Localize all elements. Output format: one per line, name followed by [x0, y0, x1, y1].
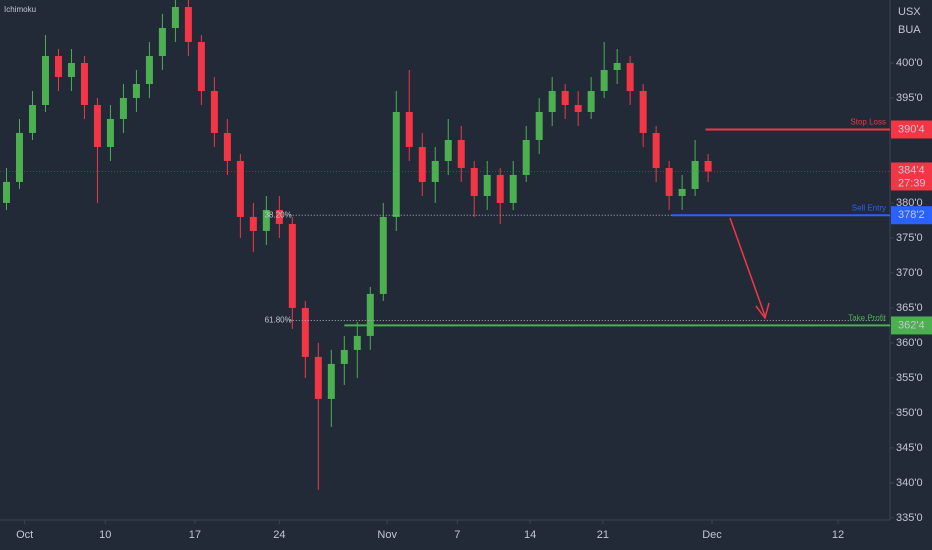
fib-label: 38.20%	[265, 210, 292, 219]
candle-body	[613, 62, 621, 70]
candle-body	[392, 111, 400, 217]
level-price-label: 378'2	[898, 209, 925, 221]
candle-body	[301, 307, 309, 357]
candle-body	[236, 160, 244, 217]
candle-body	[704, 160, 712, 172]
candle-body	[496, 174, 504, 203]
candle-body	[574, 104, 582, 112]
level-price-label: 390'4	[898, 123, 925, 135]
candle-body	[639, 90, 647, 133]
candle-body	[600, 69, 608, 91]
level-name: Stop Loss	[850, 118, 886, 127]
currency-label: USX	[898, 6, 921, 18]
candle-body	[223, 132, 231, 161]
y-tick-label: 340'0	[896, 477, 923, 489]
candle-body	[665, 167, 673, 196]
candle-body	[197, 41, 205, 91]
candle-body	[509, 174, 517, 203]
y-tick-label: 370'0	[896, 267, 923, 279]
candle-body	[275, 209, 283, 224]
y-tick-label: 350'0	[896, 407, 923, 419]
candle-body	[106, 118, 114, 147]
x-tick-label: 10	[99, 529, 111, 541]
candle-body	[184, 6, 192, 42]
candle-body	[561, 90, 569, 105]
y-tick-label: 355'0	[896, 372, 923, 384]
candle-body	[483, 174, 491, 196]
candle-body	[418, 146, 426, 182]
candle-body	[2, 181, 10, 203]
candle-body	[41, 55, 49, 105]
candle-body	[522, 139, 530, 175]
level-price-label: 362'4	[898, 319, 925, 331]
y-tick-label: 375'0	[896, 232, 923, 244]
x-tick-label: Nov	[377, 529, 397, 541]
y-tick-label: 345'0	[896, 442, 923, 454]
y-tick-label: 400'0	[896, 57, 923, 69]
x-tick-label: 7	[454, 529, 460, 541]
candle-body	[548, 90, 556, 112]
y-tick-label: 360'0	[896, 337, 923, 349]
candle-body	[262, 209, 270, 231]
y-tick-label: 365'0	[896, 302, 923, 314]
candle-body	[54, 55, 62, 77]
candle-body	[470, 167, 478, 196]
currency-label: BUA	[898, 24, 921, 36]
level-name: Take Profit	[848, 314, 887, 323]
candle-body	[353, 335, 361, 350]
y-tick-label: 380'0	[896, 197, 923, 209]
candle-body	[678, 188, 686, 196]
candle-body	[145, 55, 153, 84]
x-tick-label: 24	[273, 529, 285, 541]
candle-body	[210, 90, 218, 133]
candle-body	[444, 139, 452, 161]
candle-body	[171, 6, 179, 28]
candle-body	[80, 62, 88, 105]
candle-body	[67, 62, 75, 77]
candle-body	[457, 139, 465, 168]
candle-body	[288, 223, 296, 308]
candle-body	[15, 132, 23, 182]
candle-body	[132, 83, 140, 98]
indicator-label: Ichimoku	[4, 5, 36, 14]
x-tick-label: Oct	[16, 529, 33, 541]
candle-body	[366, 293, 374, 336]
level-price-box	[891, 206, 932, 225]
x-tick-label: 17	[189, 529, 201, 541]
candle-body	[340, 349, 348, 364]
candle-body	[314, 356, 322, 399]
countdown-label: 27:39	[898, 177, 926, 189]
x-tick-label: 12	[832, 529, 844, 541]
candle-body	[158, 27, 166, 56]
candle-body	[28, 104, 36, 133]
level-price-box	[891, 120, 932, 139]
y-tick-label: 395'0	[896, 92, 923, 104]
candle-body	[327, 363, 335, 399]
x-tick-label: 21	[597, 529, 609, 541]
candle-body	[691, 160, 699, 189]
candle-body	[249, 216, 257, 231]
fib-label: 61.80%	[265, 316, 292, 325]
candle-body	[93, 104, 101, 147]
arrow	[729, 217, 770, 320]
last-price-box	[891, 162, 932, 191]
candle-body	[652, 132, 660, 168]
candle-body	[535, 111, 543, 140]
x-tick-label: 14	[524, 529, 536, 541]
candle-body	[626, 62, 634, 91]
level-price-box	[891, 316, 932, 335]
candle-body	[405, 111, 413, 147]
last-price-label: 384'4	[898, 164, 925, 176]
x-tick-label: Dec	[702, 529, 722, 541]
y-tick-label: 335'0	[896, 512, 923, 524]
candle-body	[119, 97, 127, 119]
candle-body	[379, 216, 387, 294]
candle-body	[587, 90, 595, 112]
level-name: Sell Entry	[852, 203, 886, 212]
